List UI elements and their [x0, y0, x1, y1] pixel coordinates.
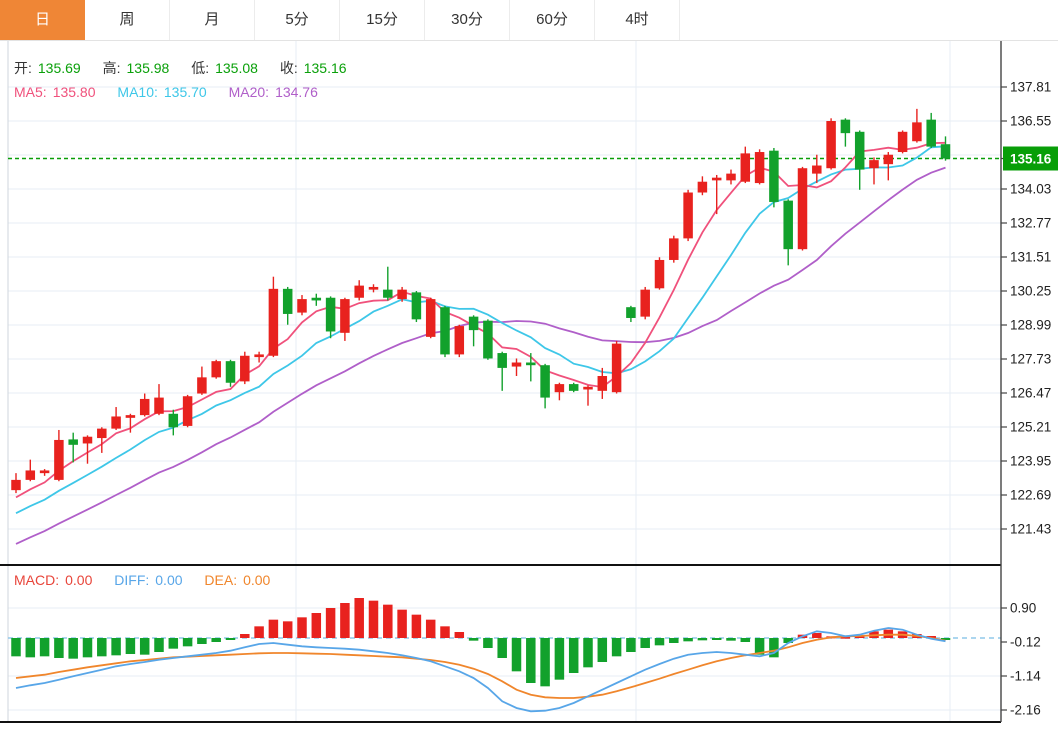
- ma10-label: MA10:: [117, 84, 158, 100]
- price-axis-label: 132.77: [1010, 216, 1051, 231]
- high-value: 135.98: [126, 60, 170, 76]
- ma-header: MA5: 135.80 MA10: 135.70 MA20: 134.76: [14, 84, 324, 100]
- price-axis-label: 126.47: [1010, 386, 1051, 401]
- current-price-tag-value: 135.16: [1010, 152, 1052, 167]
- tab-day[interactable]: 日: [0, 0, 85, 40]
- macd-header: MACD: 0.00 DIFF: 0.00 DEA: 0.00: [14, 572, 276, 588]
- price-axis-label: 134.03: [1010, 182, 1051, 197]
- price-axis-label: 121.43: [1010, 522, 1051, 537]
- macd-axis-label: -1.14: [1010, 669, 1041, 684]
- dea-label: DEA:: [204, 572, 238, 588]
- close-value: 135.16: [303, 60, 347, 76]
- macd-axis-label: -0.12: [1010, 635, 1041, 650]
- ma10-value: 135.70: [163, 84, 207, 100]
- price-axis-label: 137.81: [1010, 80, 1051, 95]
- macd-axis-label: 0.90: [1010, 601, 1036, 616]
- price-axis-label: 127.73: [1010, 352, 1051, 367]
- tab-60min[interactable]: 60分: [510, 0, 595, 40]
- dea-value: 0.00: [243, 572, 271, 588]
- macd-value: 0.00: [65, 572, 93, 588]
- tab-5min[interactable]: 5分: [255, 0, 340, 40]
- price-axis-label: 130.25: [1010, 284, 1051, 299]
- price-axis-label: 136.55: [1010, 114, 1051, 129]
- price-axis-label: 128.99: [1010, 318, 1051, 333]
- tab-month[interactable]: 月: [170, 0, 255, 40]
- tab-week[interactable]: 周: [85, 0, 170, 40]
- price-axis-label: 122.69: [1010, 488, 1051, 503]
- open-value: 135.69: [37, 60, 81, 76]
- interval-tabbar: 日 周 月 5分 15分 30分 60分 4时: [0, 0, 1058, 41]
- low-label: 低:: [191, 60, 210, 76]
- close-label: 收:: [279, 60, 298, 76]
- current-price-tag: [1003, 146, 1058, 171]
- macd-axis-label: -2.16: [1010, 703, 1041, 718]
- tab-30min[interactable]: 30分: [425, 0, 510, 40]
- ma20-label: MA20:: [228, 84, 270, 100]
- ohlc-header: 开: 135.69 高: 135.98 低: 135.08 收: 135.16: [14, 58, 353, 78]
- low-value: 135.08: [215, 60, 258, 76]
- price-axis-label: 131.51: [1010, 250, 1051, 265]
- price-axis-label: 125.21: [1010, 420, 1051, 435]
- macd-label: MACD:: [14, 572, 60, 588]
- diff-label: DIFF:: [114, 572, 150, 588]
- ma5-value: 135.80: [52, 84, 96, 100]
- price-axis-label: 123.95: [1010, 454, 1051, 469]
- high-label: 高:: [102, 60, 121, 76]
- tab-4hour[interactable]: 4时: [595, 0, 680, 40]
- ma5-label: MA5:: [14, 84, 47, 100]
- ma20-value: 134.76: [275, 84, 318, 100]
- open-label: 开:: [14, 60, 32, 76]
- tab-15min[interactable]: 15分: [340, 0, 425, 40]
- diff-value: 0.00: [155, 572, 183, 588]
